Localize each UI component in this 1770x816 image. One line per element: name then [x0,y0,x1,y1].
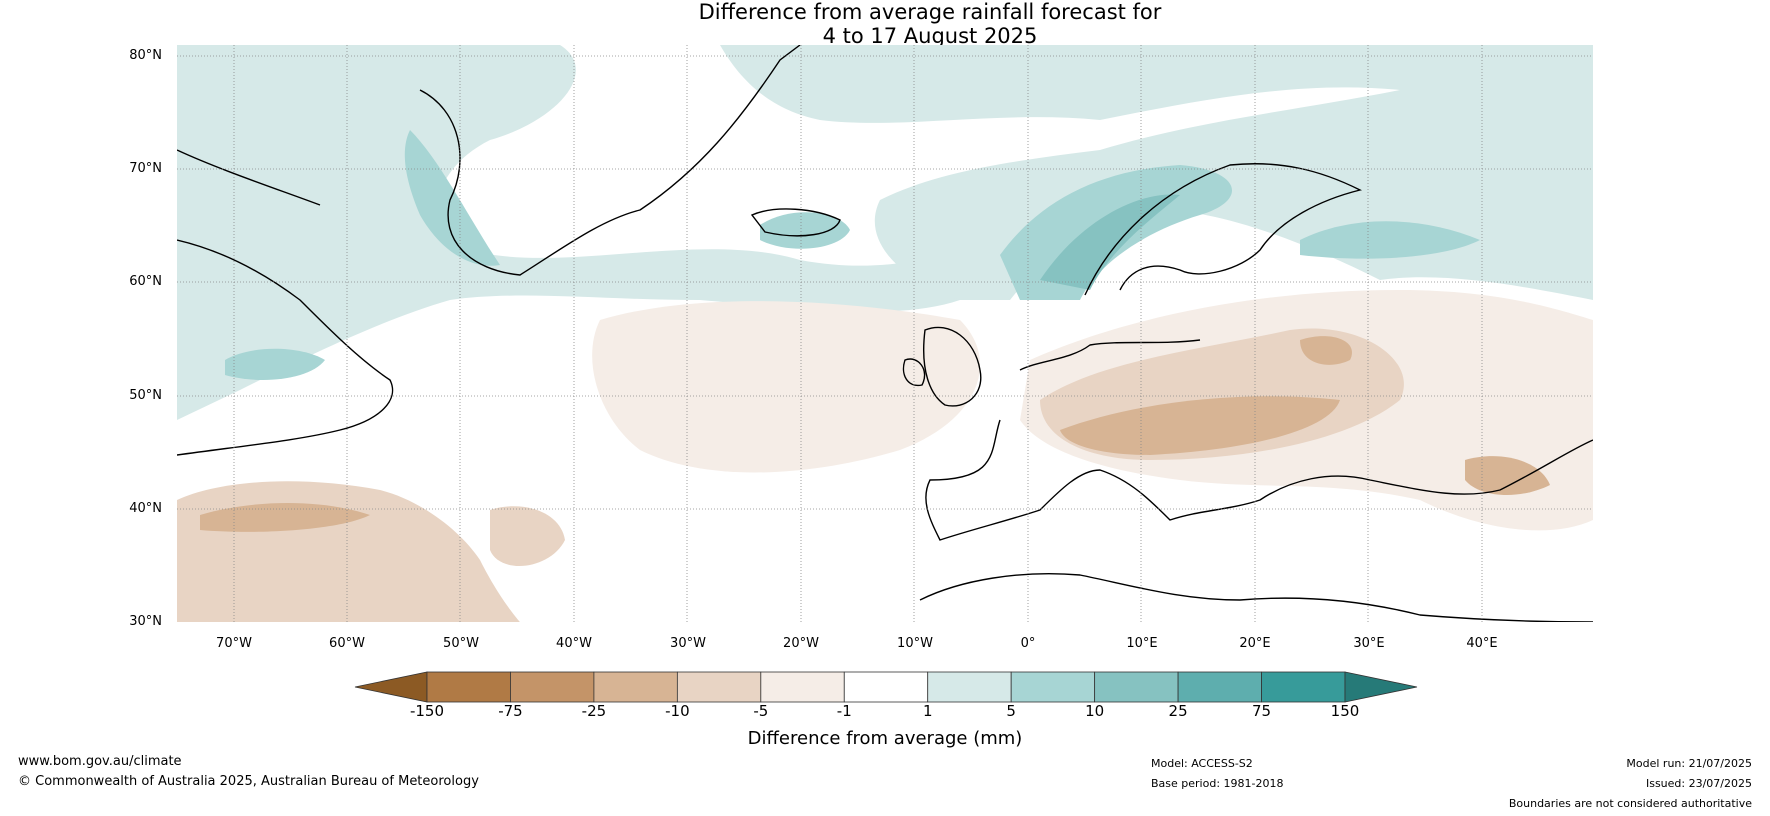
colorbar-segment [593,671,678,703]
scandinavia-coast [1084,163,1363,296]
colorbar-segment [1094,671,1179,703]
boundaries-disclaimer: Boundaries are not considered authoritat… [1508,797,1752,810]
wet-area-labrador [225,348,325,380]
colorbar-segment [1177,671,1262,703]
base-period: Base period: 1981-2018 [1151,777,1284,790]
colorbar-tick-label: 75 [1251,702,1272,720]
colorbar-tick-label: -25 [581,702,607,720]
colorbar-segment [843,671,929,703]
lat-label-50n: 50°N [129,388,162,403]
colorbar-tick-label: 25 [1168,702,1188,720]
coastlines [177,45,1593,622]
copyright-text: © Commonwealth of Australia 2025, Austra… [18,774,479,789]
wet-area-russia [1300,221,1480,259]
lon-label-70w: 70°W [216,636,252,651]
dry-core-west-atlantic [200,502,370,532]
lon-label-0: 0° [1020,636,1036,651]
colorbar-segment [927,671,1012,703]
dry-core-alps [1060,396,1340,455]
dry-area-mid-atlantic [592,301,980,473]
website-link[interactable]: www.bom.gov.au/climate [18,754,182,769]
british-isles-coast [902,326,982,407]
lon-label-60w: 60°W [329,636,365,651]
colorbar-tick-label: 1 [922,702,933,720]
wet-area-greenland [404,130,500,266]
lon-label-40e: 40°E [1466,636,1498,651]
model-run-date: Model run: 21/07/2025 [1626,757,1752,770]
wet-core-norway [1040,194,1180,290]
colorbar-segment [1261,671,1346,703]
lon-label-20e: 20°E [1239,636,1271,651]
lon-label-20w: 20°W [783,636,819,651]
lat-label-80n: 80°N [129,48,162,63]
lon-label-50w: 50°W [443,636,479,651]
lon-label-40w: 40°W [556,636,592,651]
dry-area-azores [490,506,565,567]
lat-label-70n: 70°N [129,161,162,176]
colorbar-tick-label: -10 [665,702,690,720]
colorbar-tick-label: 5 [1006,702,1016,720]
colorbar-tick-label: 10 [1085,702,1105,720]
iceland-coast [750,208,841,237]
anomaly-fill-layer [177,45,1593,622]
colorbar-title: Difference from average (mm) [747,728,1023,749]
lat-label-40n: 40°N [129,501,162,516]
colorbar-tick-label: -75 [498,702,523,720]
lon-label-30e: 30°E [1353,636,1385,651]
colorbar-segment [1010,671,1096,703]
lon-label-30w: 30°W [670,636,706,651]
lat-label-30n: 30°N [129,614,162,629]
colorbar-tick-label: 150 [1330,702,1360,720]
wet-area-northwest [177,45,960,420]
graticule [177,45,1593,622]
colorbar-extend-high [1344,671,1418,703]
colorbar-extend-low [354,671,428,703]
dry-core-caucasus [1465,456,1550,496]
lon-label-10e: 10°E [1126,636,1158,651]
colorbar-segment [676,671,762,703]
north-africa-coast [919,573,1593,622]
europe-coast [925,339,1593,541]
colorbar-segment [426,671,511,703]
title-line-1: Difference from average rainfall forecas… [698,0,1162,24]
colorbar-tick-label: -150 [409,702,445,720]
model-name: Model: ACCESS-S2 [1151,757,1253,770]
rainfall-anomaly-map [177,45,1593,622]
lat-label-60n: 60°N [129,274,162,289]
map-title: Difference from average rainfall forecas… [0,0,1770,48]
colorbar-segment [760,671,845,703]
wet-area-iceland [760,212,850,249]
lon-label-10w: 10°W [897,636,933,651]
title-line-2: 4 to 17 August 2025 [822,24,1038,48]
colorbar-tick-label: -5 [753,702,769,720]
issued-date: Issued: 23/07/2025 [1645,777,1752,790]
colorbar-tick-label: -1 [836,702,852,720]
north-america-coast [177,149,394,456]
dry-core-belarus [1300,336,1352,365]
colorbar-segment [510,671,595,703]
